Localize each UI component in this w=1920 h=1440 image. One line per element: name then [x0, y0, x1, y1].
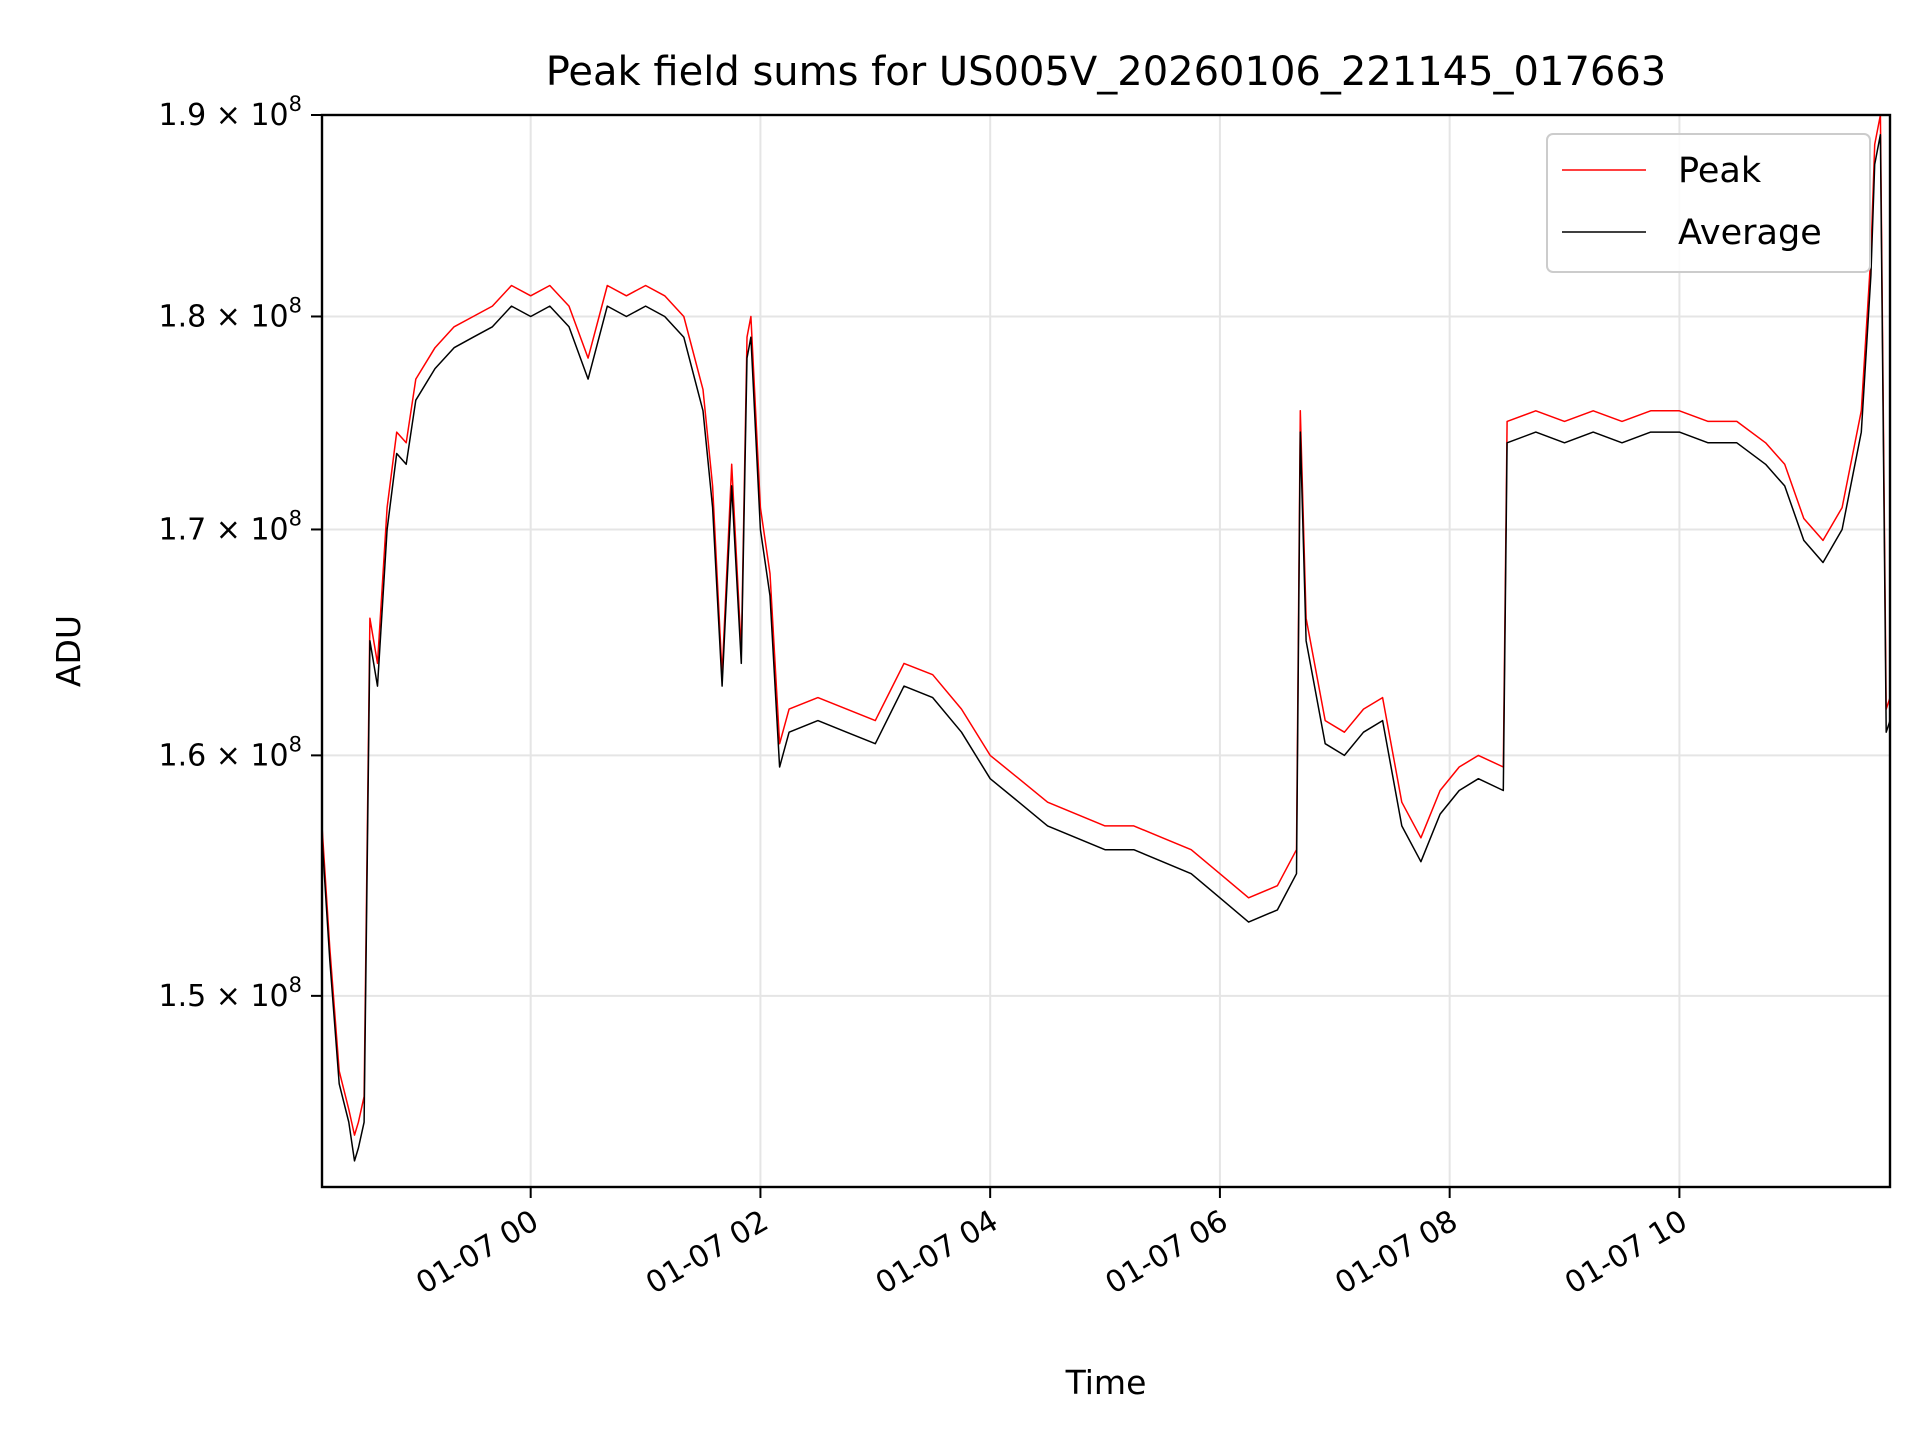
x-axis-label: Time	[1065, 1363, 1147, 1402]
y-axis-label: ADU	[49, 615, 88, 687]
series-line-peak	[321, 114, 1891, 1136]
y-tick-label: 1.8 × 108	[159, 293, 302, 334]
legend-label-peak: Peak	[1678, 151, 1762, 191]
legend-box	[1546, 133, 1871, 273]
plot-area-frame	[320, 113, 1892, 1189]
legend: Peak Average	[1546, 133, 1871, 273]
y-tick-label: 1.7 × 108	[159, 506, 302, 547]
y-axis: 1.5 × 108 1.6 × 108 1.7 × 108 1.8 × 108 1.9 …	[159, 92, 322, 1014]
legend-label-average: Average	[1678, 213, 1822, 253]
y-tick-label: 1.9 × 108	[159, 92, 302, 133]
y-tick-label: 1.5 × 108	[159, 973, 302, 1014]
series-layer	[321, 114, 1891, 1162]
chart-title: Peak field sums for US005V_20260106_2211…	[546, 49, 1667, 95]
y-tick-label: 1.6 × 108	[159, 732, 302, 773]
series-line-average	[321, 133, 1891, 1162]
